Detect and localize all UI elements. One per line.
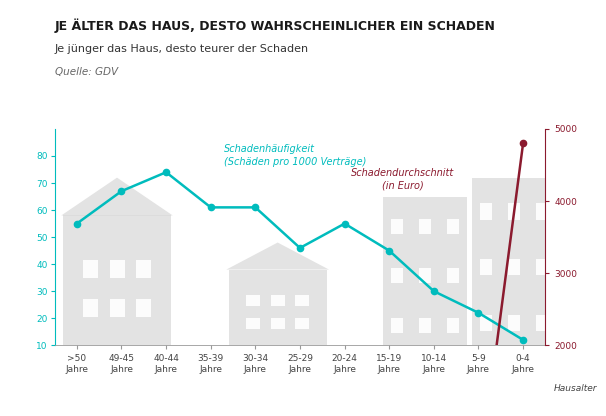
FancyBboxPatch shape <box>471 178 556 345</box>
Bar <box>271 295 285 306</box>
Bar <box>271 318 285 329</box>
Polygon shape <box>61 178 173 215</box>
Bar <box>536 259 548 275</box>
Bar <box>536 314 548 331</box>
Bar <box>136 299 152 317</box>
FancyBboxPatch shape <box>64 215 170 345</box>
Bar <box>447 318 459 333</box>
Bar <box>295 295 309 306</box>
Bar <box>391 219 402 234</box>
Text: JE ÄLTER DAS HAUS, DESTO WAHRSCHEINLICHER EIN SCHADEN: JE ÄLTER DAS HAUS, DESTO WAHRSCHEINLICHE… <box>55 19 496 33</box>
Bar <box>246 318 260 329</box>
Bar <box>391 318 402 333</box>
Text: Schadenhäufigkeit
(Schäden pro 1000 Verträge): Schadenhäufigkeit (Schäden pro 1000 Vert… <box>224 144 367 167</box>
FancyBboxPatch shape <box>382 196 467 345</box>
Bar <box>480 259 492 275</box>
Bar <box>83 299 98 317</box>
Text: Hausalter: Hausalter <box>554 384 598 393</box>
Bar <box>246 295 260 306</box>
FancyBboxPatch shape <box>228 270 327 345</box>
Bar <box>419 219 431 234</box>
Polygon shape <box>227 243 329 270</box>
Bar <box>391 268 402 283</box>
Bar <box>419 268 431 283</box>
Bar <box>110 299 124 317</box>
Bar <box>419 318 431 333</box>
Bar <box>447 268 459 283</box>
Bar <box>508 259 520 275</box>
Bar <box>480 203 492 220</box>
Bar <box>536 203 548 220</box>
Bar <box>136 260 152 278</box>
Bar <box>480 314 492 331</box>
Bar <box>508 203 520 220</box>
Bar <box>295 318 309 329</box>
Bar <box>83 260 98 278</box>
Bar <box>508 314 520 331</box>
Bar <box>110 260 124 278</box>
Bar <box>447 219 459 234</box>
Text: Quelle: GDV: Quelle: GDV <box>55 67 118 77</box>
Text: Schadendurchschnitt
(in Euro): Schadendurchschnitt (in Euro) <box>351 168 454 191</box>
Text: Je jünger das Haus, desto teurer der Schaden: Je jünger das Haus, desto teurer der Sch… <box>55 44 308 54</box>
